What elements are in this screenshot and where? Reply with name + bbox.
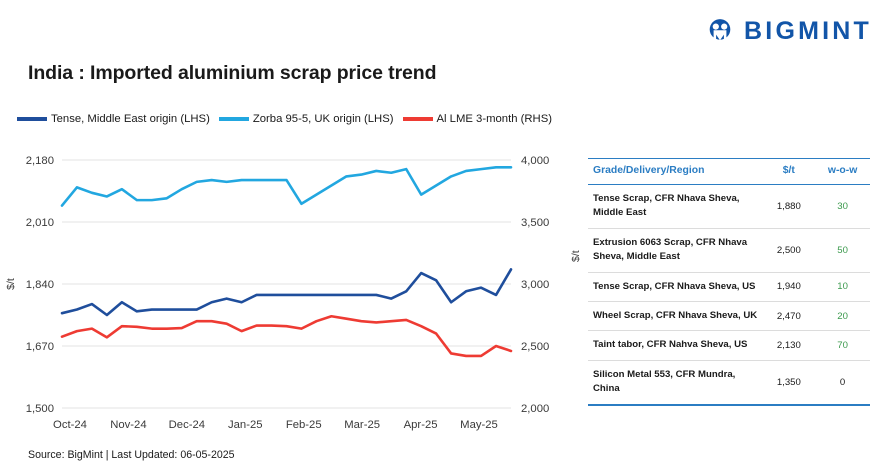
legend-label-allme: Al LME 3-month (RHS) (436, 113, 553, 125)
cell-wow: 10 (815, 272, 870, 302)
bigmint-circle-mark-icon (705, 16, 735, 46)
price-trend-chart: 1,500 1,670 1,840 2,010 2,180 2,000 2,500 3,000… (0, 140, 570, 435)
x-axis-tick: Apr-25 (404, 419, 438, 431)
legend-label-zorba: Zorba 95-5, UK origin (LHS) (252, 113, 394, 125)
table-row: Extrusion 6063 Scrap, CFR Nhava Sheva, M… (588, 228, 870, 273)
brand-logo: BIGMINT (705, 16, 872, 46)
table-row: Taint tabor, CFR Nahva Sheva, US 2,130 70 (588, 330, 870, 361)
brand-wordmark: BIGMINT (744, 16, 872, 45)
chart-svg: 1,500 1,670 1,840 2,010 2,180 2,000 2,500 3,000… (5, 155, 549, 431)
legend-item-zorba[interactable]: Zorba 95-5, UK origin (LHS) (218, 113, 403, 125)
cell-wow: 50 (815, 228, 870, 273)
x-axis-tick: Feb-25 (286, 419, 322, 431)
legend-swatch-tense (17, 117, 47, 121)
legend-swatch-zorba (218, 117, 249, 121)
x-axis-tick: May-25 (460, 419, 498, 431)
y-axis-tick-right: 3,000 (521, 279, 549, 291)
legend-item-allme[interactable]: Al LME 3-month (RHS) (402, 113, 562, 125)
right-axis-title: $/t (570, 250, 582, 262)
cell-price: 2,470 (762, 301, 816, 332)
cell-wow: 0 (815, 360, 870, 406)
x-axis-tick: Oct-24 (53, 419, 87, 431)
col-header-wow: w-o-w (815, 158, 870, 185)
left-axis-title: $/t (5, 278, 17, 290)
cell-wow: 30 (815, 184, 870, 229)
table-body: Tense Scrap, CFR Nhava Sheva, Middle Eas… (588, 184, 870, 406)
cell-grade: Wheel Scrap, CFR Nhava Sheva, UK (588, 301, 763, 332)
legend-item-tense[interactable]: Tense, Middle East origin (LHS) (17, 113, 219, 125)
legend-swatch-allme (402, 117, 433, 121)
y-axis-tick-left: 1,670 (26, 341, 54, 353)
series-line (60, 165, 513, 207)
cell-grade: Tense Scrap, CFR Nhava Sheva, US (588, 272, 763, 302)
series-line (60, 268, 513, 317)
series-line (60, 314, 513, 358)
y-axis-tick-left: 1,500 (26, 403, 54, 415)
table-row: Tense Scrap, CFR Nhava Sheva, US 1,940 10 (588, 272, 870, 302)
cell-grade: Taint tabor, CFR Nahva Sheva, US (588, 330, 763, 361)
table-row: Silicon Metal 553, CFR Mundra, China 1,35… (588, 360, 870, 406)
table-header-row: Grade/Delivery/Region $/t w-o-w (588, 158, 870, 185)
y-axis-tick-left: 2,180 (26, 155, 54, 167)
y-axis-tick-right: 3,500 (521, 217, 549, 229)
x-axis-tick: Dec-24 (169, 419, 205, 431)
x-axis-tick: Nov-24 (110, 419, 146, 431)
cell-wow: 70 (815, 330, 870, 361)
y-axis-tick-left: 2,010 (26, 217, 54, 229)
cell-price: 2,500 (762, 228, 816, 273)
y-axis-tick-left: 1,840 (26, 279, 54, 291)
source-note: Source: BigMint | Last Updated: 06-05-20… (28, 449, 235, 461)
col-header-grade: Grade/Delivery/Region (588, 158, 763, 185)
cell-price: 2,130 (762, 330, 816, 361)
legend-label-tense: Tense, Middle East origin (LHS) (51, 113, 210, 125)
y-axis-tick-right: 4,000 (521, 155, 549, 167)
cell-price: 1,940 (762, 272, 816, 302)
cell-grade: Silicon Metal 553, CFR Mundra, China (588, 360, 763, 406)
x-axis-tick: Jan-25 (228, 419, 263, 431)
cell-price: 1,350 (762, 360, 816, 406)
cell-price: 1,880 (762, 184, 816, 229)
x-axis-tick: Mar-25 (344, 419, 380, 431)
page-title: India : Imported aluminium scrap price t… (28, 62, 437, 84)
table-row: Tense Scrap, CFR Nhava Sheva, Middle Eas… (588, 184, 870, 229)
cell-grade: Extrusion 6063 Scrap, CFR Nhava Sheva, M… (588, 228, 763, 273)
table-row: Wheel Scrap, CFR Nhava Sheva, UK 2,470 20 (588, 301, 870, 332)
cell-wow: 20 (815, 301, 870, 332)
y-axis-tick-right: 2,000 (521, 403, 549, 415)
cell-grade: Tense Scrap, CFR Nhava Sheva, Middle Eas… (588, 184, 763, 229)
chart-legend: Tense, Middle East origin (LHS) Zorba 95… (17, 113, 561, 125)
y-axis-tick-right: 2,500 (521, 341, 549, 353)
col-header-price: $/t (762, 158, 816, 185)
price-table: Grade/Delivery/Region $/t w-o-w Tense Sc… (588, 158, 870, 406)
